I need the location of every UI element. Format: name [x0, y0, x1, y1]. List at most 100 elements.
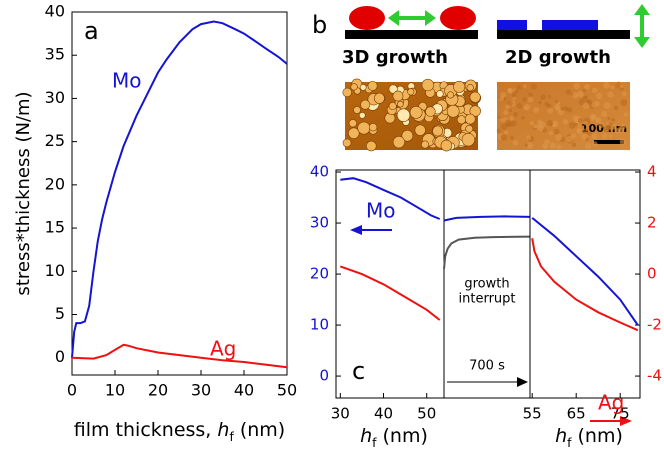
texture	[562, 119, 569, 125]
texture	[582, 128, 589, 135]
texture	[568, 122, 576, 129]
texture	[497, 115, 501, 119]
grain	[466, 84, 474, 92]
texture	[584, 95, 588, 99]
grain	[465, 124, 474, 133]
texture	[623, 112, 628, 117]
texture	[571, 92, 579, 99]
island	[440, 6, 476, 30]
grain	[414, 124, 426, 136]
grain	[469, 105, 481, 117]
texture	[591, 102, 598, 109]
horizontal-arrow	[388, 10, 436, 26]
grain	[407, 88, 415, 96]
texture	[572, 115, 579, 122]
y-tick-label: 40	[310, 163, 329, 181]
y-tick-label: 0	[55, 347, 65, 366]
grain	[360, 99, 371, 110]
y-tick-label: 40	[45, 2, 65, 21]
texture	[514, 89, 519, 94]
texture	[610, 85, 615, 90]
texture	[591, 133, 598, 140]
texture	[608, 134, 613, 138]
y-tick-label: 20	[45, 174, 65, 193]
vertical-arrow	[634, 4, 650, 48]
grain	[348, 127, 360, 139]
texture	[603, 126, 610, 133]
ag-arrow	[590, 416, 632, 426]
y-axis-label: stress*thickness (N/m)	[13, 91, 34, 295]
layer	[497, 20, 527, 30]
grain	[401, 129, 414, 142]
y-tick-label: 10	[310, 316, 329, 334]
texture	[547, 95, 551, 99]
x-tick-label: 30	[191, 381, 211, 400]
x-label-text: (nm)	[571, 425, 622, 447]
grain	[342, 138, 352, 148]
annotation: interrupt	[459, 292, 516, 307]
series-label: Ag	[210, 337, 236, 361]
texture	[549, 142, 556, 149]
texture	[503, 130, 509, 135]
texture	[500, 134, 508, 141]
mo-arrow	[350, 225, 392, 235]
caption: 2D growth	[505, 47, 611, 68]
texture	[589, 113, 596, 120]
panel-label: c	[352, 357, 365, 385]
x-label-text: (nm)	[376, 425, 427, 447]
y-tick-label: 10	[45, 261, 65, 280]
texture	[558, 109, 565, 116]
texture	[544, 101, 549, 107]
series-label: Ag	[598, 391, 624, 415]
scale-bar	[594, 140, 624, 144]
series-line	[339, 265, 441, 321]
y-tick-label: 30	[45, 88, 65, 107]
panel-label: a	[84, 17, 99, 45]
texture	[551, 120, 559, 128]
texture	[611, 117, 616, 122]
x-tick-label: 20	[148, 381, 168, 400]
texture	[620, 99, 628, 107]
texture	[548, 130, 553, 136]
x-tick-label: 50	[417, 405, 436, 423]
grain	[425, 106, 436, 117]
x-label-sub: f	[229, 430, 234, 444]
grain	[461, 133, 476, 147]
texture	[603, 102, 611, 110]
texture	[607, 116, 611, 120]
texture	[576, 128, 581, 133]
texture	[553, 128, 560, 135]
texture	[587, 131, 592, 136]
grain	[348, 119, 357, 128]
texture	[516, 103, 523, 109]
grain	[446, 104, 460, 118]
x-tick-label: 0	[67, 381, 77, 400]
panel-label: b	[312, 11, 327, 39]
texture	[524, 143, 528, 147]
substrate	[345, 30, 478, 39]
grain	[421, 140, 430, 149]
texture	[538, 100, 542, 105]
texture	[508, 108, 513, 113]
x-axis-label: film thickness, hf (nm)	[74, 419, 285, 444]
texture	[582, 102, 590, 109]
series-label: Mo	[112, 69, 142, 93]
texture	[577, 90, 584, 98]
x-tick-label: 40	[374, 405, 393, 423]
x-tick-label: 30	[331, 405, 350, 423]
texture	[513, 112, 519, 118]
texture	[555, 133, 563, 141]
grain	[453, 80, 466, 93]
texture	[504, 119, 512, 127]
y2-tick-label: 2	[647, 214, 657, 232]
texture	[522, 97, 527, 102]
texture	[503, 109, 509, 115]
texture	[619, 123, 626, 130]
grain	[432, 125, 444, 137]
x-axis-label: hf (nm)	[360, 425, 428, 450]
layer	[542, 20, 598, 30]
texture	[511, 92, 516, 97]
texture	[607, 91, 614, 98]
grain	[392, 90, 404, 102]
x-tick-label: 65	[567, 405, 586, 423]
